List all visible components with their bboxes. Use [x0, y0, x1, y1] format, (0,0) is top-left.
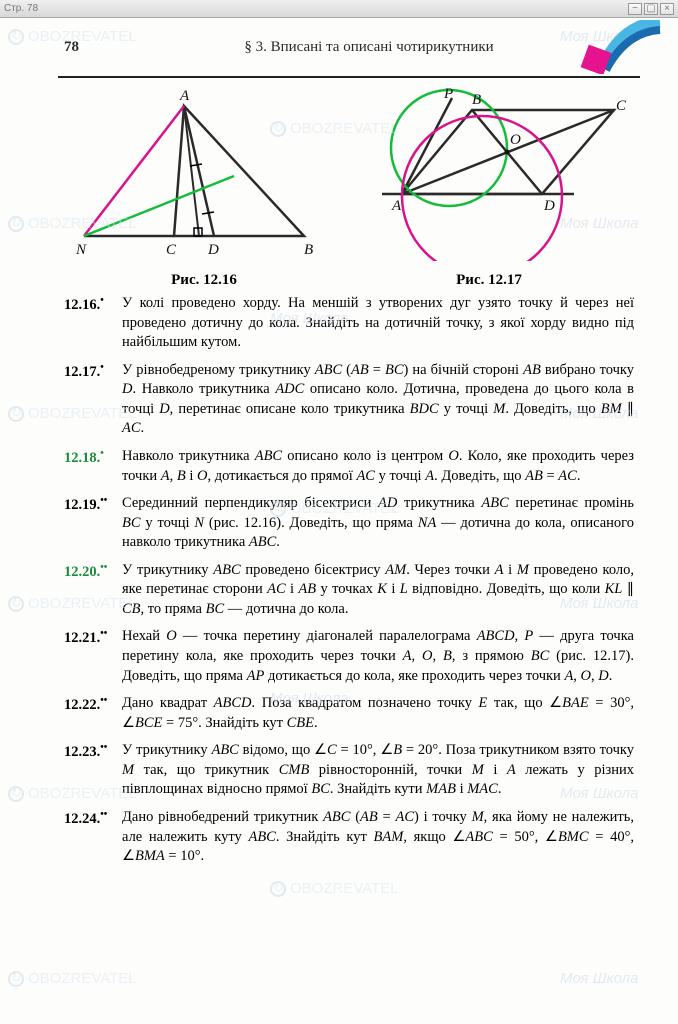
problem-number: 12.18.• [64, 447, 122, 486]
problem-text: Дано квадрат ABCD. Поза квадратом познач… [122, 694, 634, 733]
problem-number: 12.22.•• [64, 694, 122, 733]
problem-number: 12.16.• [64, 294, 122, 353]
problem-item: 12.16.•У колі проведено хорду. На меншій… [64, 294, 634, 353]
svg-text:N: N [75, 242, 87, 258]
svg-text:D: D [207, 242, 219, 258]
problem-text: Нехай O — точка перетину діагоналей пара… [122, 627, 634, 686]
problem-text: У трикутнику ABC проведено бісектрису AM… [122, 561, 634, 620]
problem-item: 12.17.•У рівнобедреному трикутнику ABC (… [64, 361, 634, 439]
corner-decor-icon [572, 20, 662, 74]
problem-item: 12.23.••У трикутнику ABC відомо, що ∠C =… [64, 741, 634, 800]
watermark-obz: OBOZREVATEL [270, 880, 399, 897]
figure-caption: Рис. 12.17 [344, 272, 634, 289]
svg-text:B: B [304, 242, 313, 258]
window-min-icon[interactable]: − [628, 3, 642, 15]
problem-number: 12.20.•• [64, 561, 122, 620]
problem-item: 12.21.••Нехай O — точка перетину діагона… [64, 627, 634, 686]
problem-item: 12.24.••Дано рівнобедрений трикутник ABC… [64, 808, 634, 867]
problem-number: 12.19.•• [64, 494, 122, 553]
figure-caption: Рис. 12.16 [64, 272, 344, 289]
problem-text: У рівнобедреному трикутнику ABC (AB = BC… [122, 361, 634, 439]
problem-number: 12.24.•• [64, 808, 122, 867]
page-header: 78 § 3. Вписані та описані чотирикутники [64, 18, 634, 76]
watermark-obz: OBOZREVATEL [8, 970, 137, 987]
problem-text: У колі проведено хорду. На меншій з утво… [122, 294, 634, 353]
window-close-icon[interactable]: × [660, 3, 674, 15]
svg-text:C: C [616, 98, 627, 114]
svg-text:B: B [472, 92, 481, 108]
svg-text:A: A [179, 88, 190, 104]
problem-item: 12.20.••У трикутнику ABC проведено бісек… [64, 561, 634, 620]
browser-toolbar: Стр. 78 − ▢ × [0, 0, 678, 18]
problem-text: Серединний перпендикуляр бісектриси AD т… [122, 494, 634, 553]
watermark-school: Моя Школа [560, 970, 638, 987]
problem-text: У трикутнику ABC відомо, що ∠C = 10°, ∠B… [122, 741, 634, 800]
problem-number: 12.17.• [64, 361, 122, 439]
problem-number: 12.23.•• [64, 741, 122, 800]
problem-text: Дано рівнобедрений трикутник ABC (AB = A… [122, 808, 634, 867]
svg-text:A: A [391, 198, 402, 214]
browser-page-indicator: Стр. 78 [4, 3, 38, 14]
problems-list: 12.16.•У колі проведено хорду. На меншій… [64, 294, 634, 867]
figure-12-17: P B C A O D Рис. 12.17 [344, 86, 634, 286]
section-title: § 3. Вписані та описані чотирикутники [104, 39, 634, 56]
problem-item: 12.19.••Серединний перпендикуляр бісектр… [64, 494, 634, 553]
svg-text:P: P [443, 86, 453, 102]
svg-text:D: D [543, 198, 555, 214]
page-number: 78 [64, 39, 104, 56]
problem-number: 12.21.•• [64, 627, 122, 686]
window-max-icon[interactable]: ▢ [644, 3, 658, 15]
svg-text:O: O [510, 132, 521, 148]
problem-text: Навколо трикутника ABC описано коло із ц… [122, 447, 634, 486]
svg-text:C: C [166, 242, 177, 258]
figure-12-16: A N C D B Рис. 12.16 [64, 86, 344, 286]
problem-item: 12.18.•Навколо трикутника ABC описано ко… [64, 447, 634, 486]
problem-item: 12.22.••Дано квадрат ABCD. Поза квадрато… [64, 694, 634, 733]
